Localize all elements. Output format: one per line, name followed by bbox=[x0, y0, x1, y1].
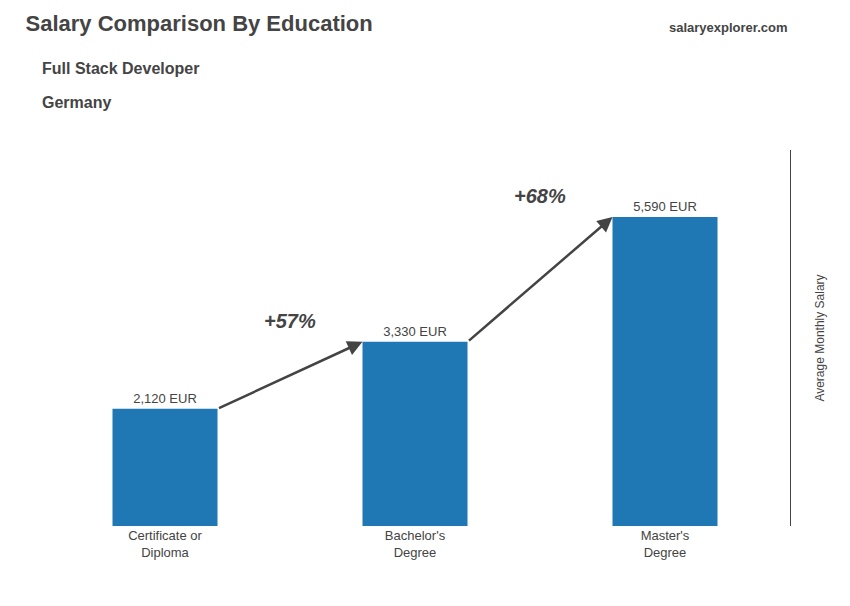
svg-text:salaryexplorer.com: salaryexplorer.com bbox=[669, 20, 788, 35]
svg-text:+68%: +68% bbox=[514, 185, 566, 207]
svg-text:Certificate orDiploma: Certificate orDiploma bbox=[128, 528, 202, 560]
svg-text:Master'sDegree: Master'sDegree bbox=[641, 528, 690, 560]
svg-text:2,120 EUR: 2,120 EUR bbox=[133, 391, 197, 406]
svg-text:3,330 EUR: 3,330 EUR bbox=[383, 324, 447, 339]
svg-text:Salary Comparison By Education: Salary Comparison By Education bbox=[26, 11, 373, 36]
svg-text:+57%: +57% bbox=[264, 310, 316, 332]
svg-text:Average Monthly Salary: Average Monthly Salary bbox=[813, 274, 827, 401]
svg-text:Full Stack Developer: Full Stack Developer bbox=[42, 60, 199, 77]
svg-text:Germany: Germany bbox=[42, 94, 111, 111]
svg-text:Bachelor'sDegree: Bachelor'sDegree bbox=[385, 528, 446, 560]
svg-text:5,590 EUR: 5,590 EUR bbox=[633, 199, 697, 214]
